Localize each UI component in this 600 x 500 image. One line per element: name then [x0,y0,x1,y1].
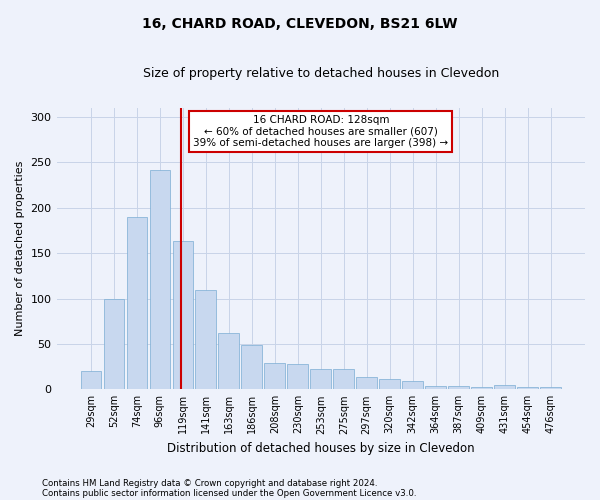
Bar [310,370,331,390]
Bar [287,364,308,390]
Bar [472,386,492,390]
Text: 16, CHARD ROAD, CLEVEDON, BS21 6LW: 16, CHARD ROAD, CLEVEDON, BS21 6LW [142,18,458,32]
Bar [425,386,446,390]
Bar [540,388,561,390]
Bar [448,386,469,390]
Bar [265,363,285,390]
Text: Contains HM Land Registry data © Crown copyright and database right 2024.: Contains HM Land Registry data © Crown c… [42,478,377,488]
Bar [104,300,124,390]
Bar [356,376,377,390]
Title: Size of property relative to detached houses in Clevedon: Size of property relative to detached ho… [143,68,499,80]
Text: 16 CHARD ROAD: 128sqm
← 60% of detached houses are smaller (607)
39% of semi-det: 16 CHARD ROAD: 128sqm ← 60% of detached … [193,115,448,148]
Y-axis label: Number of detached properties: Number of detached properties [15,161,25,336]
Bar [218,333,239,390]
Bar [334,370,354,390]
Bar [494,385,515,390]
Bar [379,380,400,390]
Bar [196,290,216,390]
Bar [173,242,193,390]
Bar [517,388,538,390]
Bar [149,170,170,390]
Text: Contains public sector information licensed under the Open Government Licence v3: Contains public sector information licen… [42,488,416,498]
X-axis label: Distribution of detached houses by size in Clevedon: Distribution of detached houses by size … [167,442,475,455]
Bar [127,217,147,390]
Bar [403,381,423,390]
Bar [80,371,101,390]
Bar [241,345,262,390]
